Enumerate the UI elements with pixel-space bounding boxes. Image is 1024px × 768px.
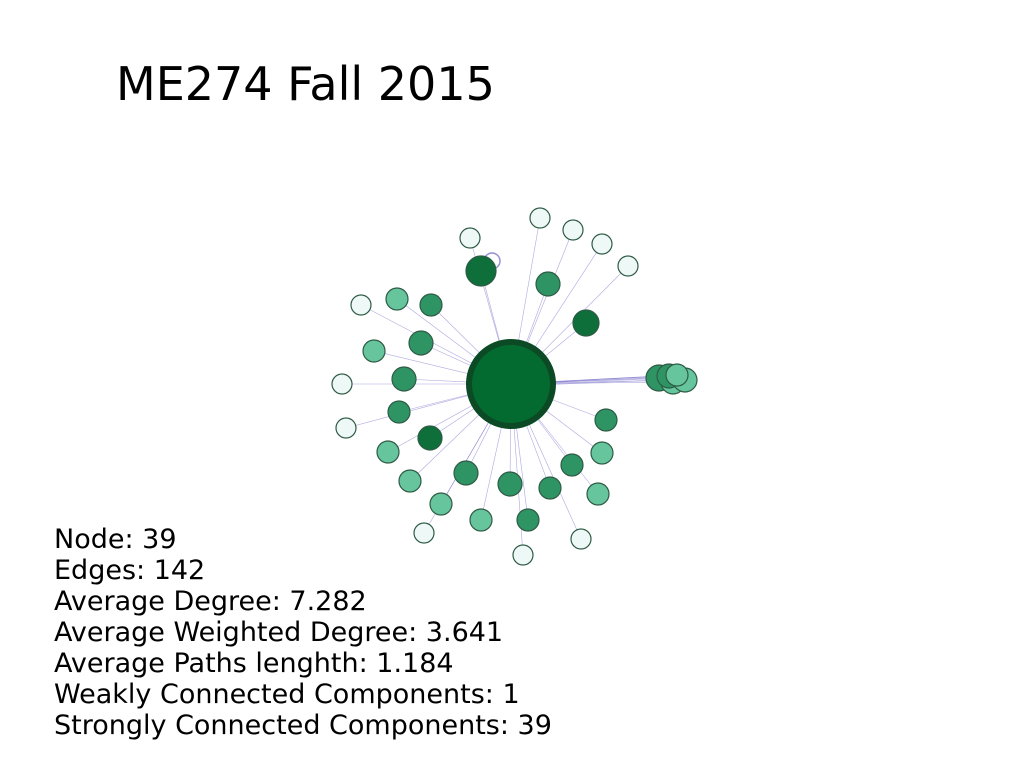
graph-node-29 xyxy=(538,476,562,500)
graph-node-21 xyxy=(590,441,614,465)
graph-node-13 xyxy=(362,339,386,363)
graph-node-17 xyxy=(335,417,357,439)
edge-cluster-2 xyxy=(540,376,667,384)
graph-node-38 xyxy=(665,363,689,387)
graph-node-7 xyxy=(535,271,561,297)
stat-weakly-connected-components: Weakly Connected Components: 1 xyxy=(54,679,520,710)
edge-cluster-1 xyxy=(540,375,661,383)
graph-node-24 xyxy=(453,460,479,486)
graph-node-20 xyxy=(594,408,618,432)
graph-node-25 xyxy=(429,492,453,516)
graph-node-11 xyxy=(419,293,443,317)
graph-node-2 xyxy=(562,219,584,241)
graph-node-23 xyxy=(413,522,435,544)
graph-node-14 xyxy=(331,373,353,395)
graph-node-16 xyxy=(387,400,411,424)
graph-node-10 xyxy=(385,287,409,311)
graph-node-32 xyxy=(570,528,592,550)
graph-node-18 xyxy=(417,425,443,451)
hub-node xyxy=(466,339,556,429)
graph-node-19 xyxy=(376,440,400,464)
graph-node-31 xyxy=(586,482,610,506)
graph-node-6 xyxy=(465,255,497,287)
graph-node-15 xyxy=(391,366,417,392)
node-layer xyxy=(331,207,698,566)
slide-title: ME274 Fall 2015 xyxy=(116,57,495,111)
stat-average-path-length: Average Paths lenghth: 1.184 xyxy=(54,648,454,679)
stat-strongly-connected-components: Strongly Connected Components: 39 xyxy=(54,710,552,740)
graph-node-12 xyxy=(408,330,434,356)
graph-node-5 xyxy=(459,227,481,249)
graph-node-30 xyxy=(560,453,584,477)
network-statistics: Node: 39 Edges: 142 Average Degree: 7.28… xyxy=(54,524,754,740)
graph-node-8 xyxy=(572,309,600,337)
stat-edge-count: Edges: 142 xyxy=(54,555,206,586)
graph-node-22 xyxy=(398,469,422,493)
graph-node-33 xyxy=(516,508,540,532)
stat-average-weighted-degree: Average Weighted Degree: 3.641 xyxy=(54,617,504,648)
graph-node-9 xyxy=(350,294,372,316)
graph-node-27 xyxy=(469,508,493,532)
graph-node-28 xyxy=(512,544,534,566)
graph-node-1 xyxy=(529,207,551,229)
graph-node-26 xyxy=(497,471,523,497)
graph-node-3 xyxy=(591,233,613,255)
stat-average-degree: Average Degree: 7.282 xyxy=(54,586,367,617)
graph-node-4 xyxy=(617,255,639,277)
stat-node-count: Node: 39 xyxy=(54,524,177,555)
